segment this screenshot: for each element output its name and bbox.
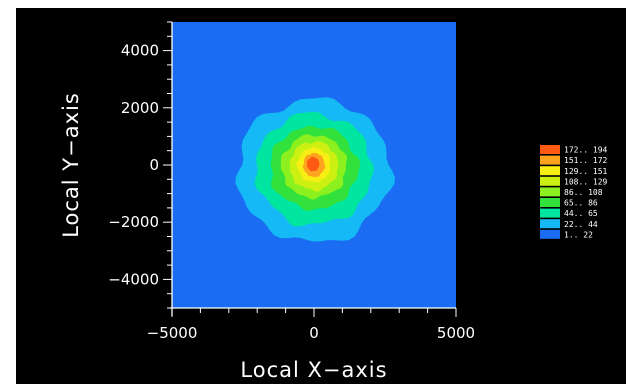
legend-swatch xyxy=(540,219,560,229)
legend-label: 1.. 22 xyxy=(564,230,593,239)
legend-label: 129.. 151 xyxy=(564,167,608,176)
x-axis-title: Local X−axis xyxy=(240,358,387,382)
y-tick-label: 4000 xyxy=(121,42,159,60)
y-tick-label: −4000 xyxy=(108,270,159,288)
legend-swatch xyxy=(540,198,560,207)
x-tick-label: 5000 xyxy=(437,324,475,342)
x-tick-label: −5000 xyxy=(147,324,198,342)
legend-swatch xyxy=(540,145,560,154)
legend-swatch xyxy=(540,155,560,165)
y-tick-label: 2000 xyxy=(121,99,159,117)
y-tick-label: 0 xyxy=(149,156,159,174)
legend-swatch xyxy=(540,187,560,197)
legend-label: 151.. 172 xyxy=(564,156,608,165)
y-tick-label: −2000 xyxy=(108,213,159,231)
legend-label: 108.. 129 xyxy=(564,177,608,186)
contour-band-8 xyxy=(306,156,320,172)
legend-label: 44.. 65 xyxy=(564,209,598,218)
x-tick-label: 0 xyxy=(309,324,319,342)
legend-label: 65.. 86 xyxy=(564,199,598,208)
legend-swatch xyxy=(540,229,560,239)
legend-swatch xyxy=(540,176,560,186)
legend-swatch xyxy=(540,208,560,218)
legend-label: 86.. 108 xyxy=(564,188,603,197)
legend-label: 22.. 44 xyxy=(564,220,598,229)
y-axis-title: Local Y−axis xyxy=(59,92,83,238)
legend-label: 172.. 194 xyxy=(564,146,608,155)
legend-swatch xyxy=(540,166,560,176)
